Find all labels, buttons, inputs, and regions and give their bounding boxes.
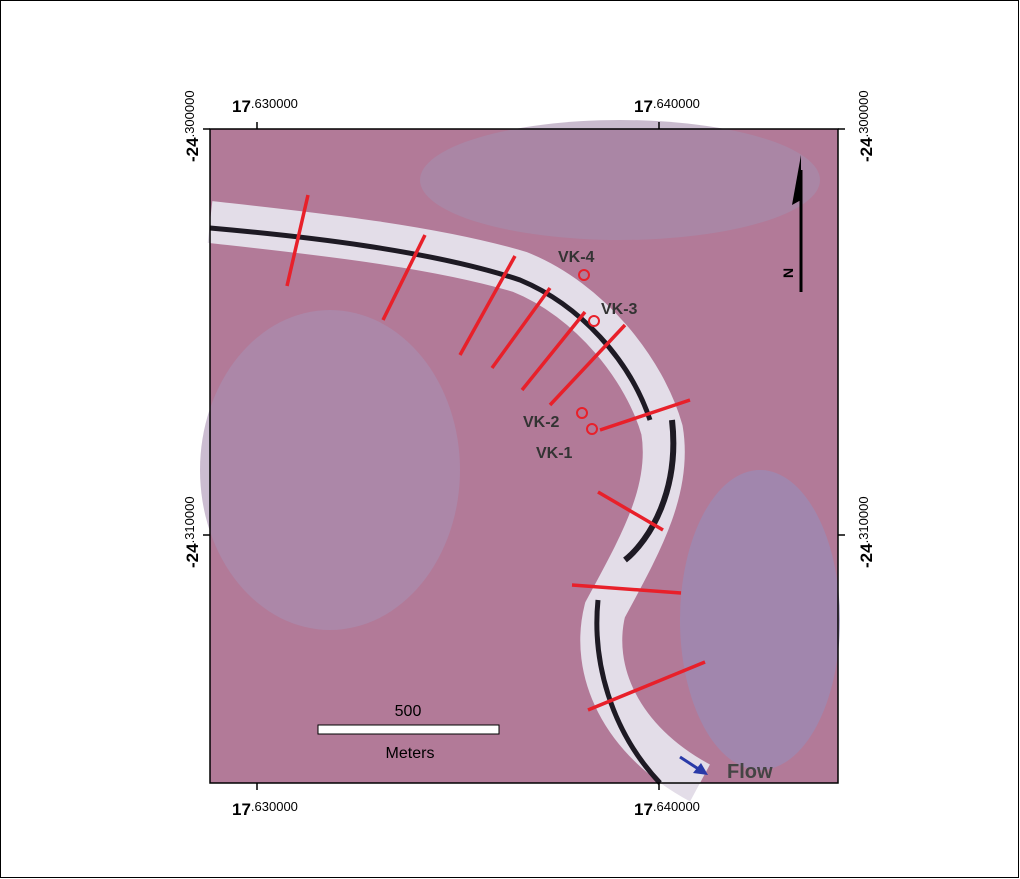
map-image — [200, 120, 840, 783]
y-label-whole: -24 — [857, 137, 876, 162]
site-label: VK-2 — [523, 414, 560, 431]
y-label-fraction: .310000 — [182, 496, 197, 543]
north-label: N — [780, 268, 796, 278]
y-label-whole: -24 — [183, 137, 202, 162]
y-label-fraction: .310000 — [856, 496, 871, 543]
x-label-whole: 17 — [634, 97, 653, 116]
scale-bar — [318, 725, 499, 734]
y-label-fraction: .300000 — [182, 90, 197, 137]
site-label: VK-4 — [558, 249, 595, 266]
site-label: VK-1 — [536, 445, 573, 462]
x-label-whole: 17 — [634, 800, 653, 819]
y-label-whole: -24 — [857, 543, 876, 568]
x-label-whole: 17 — [232, 97, 251, 116]
x-label-fraction: .640000 — [653, 96, 700, 111]
scale-value: 500 — [395, 703, 422, 720]
flow-label: Flow — [727, 761, 773, 783]
figure: 17.630000 17.640000 17.630000 17.640000 … — [0, 0, 1020, 879]
y-label-whole: -24 — [183, 543, 202, 568]
x-label-fraction: .630000 — [251, 799, 298, 814]
site-label: VK-3 — [601, 301, 638, 318]
y-label-fraction: .300000 — [856, 90, 871, 137]
x-label-fraction: .640000 — [653, 799, 700, 814]
scale-unit: Meters — [386, 745, 435, 762]
x-label-fraction: .630000 — [251, 96, 298, 111]
x-label-whole: 17 — [232, 800, 251, 819]
